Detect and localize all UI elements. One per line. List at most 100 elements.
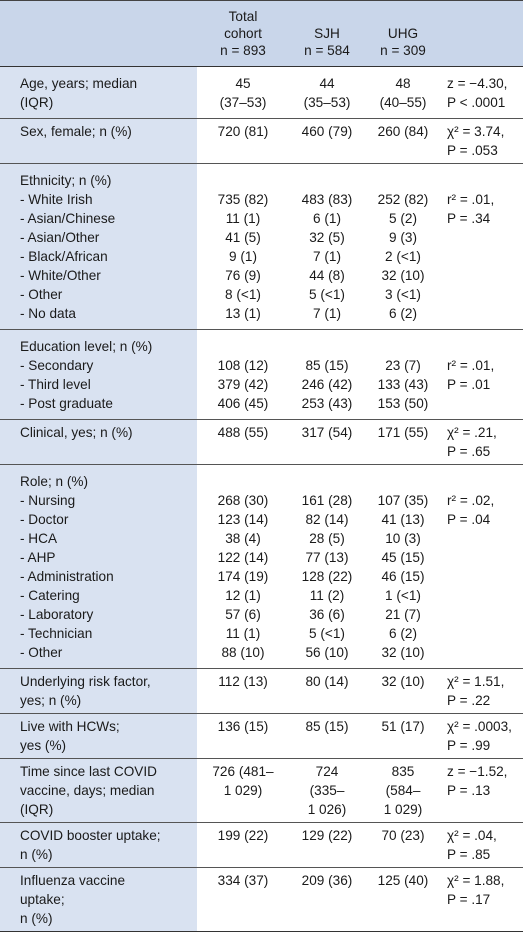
total-cohort-value-line: 11 (1) (225, 626, 261, 641)
total-cohort-value: 488 (55) (197, 420, 289, 465)
statistic-value-line: P = .04 (447, 512, 491, 527)
uhg-value-line: 23 (7) (385, 358, 421, 373)
uhg-value-line (367, 171, 439, 190)
row-label: Role; n (%) - Nursing - Doctor - HCA - AHP - … (0, 464, 197, 669)
uhg-value-line: 45 (15) (381, 550, 425, 565)
row-label-line: - Secondary (20, 358, 94, 373)
sjh-value-line: 317 (54) (301, 425, 353, 440)
sjh-value: 85 (15) 246 (42) 253 (43) (289, 330, 365, 420)
header-label-column (0, 1, 197, 67)
statistic-value: z = −4.30, P < .0001 (441, 67, 523, 119)
row-label-line: Role; n (%) (20, 474, 88, 489)
sjh-value: 129 (22) (289, 823, 365, 868)
statistic-value: χ² = .04, P = .85 (441, 823, 523, 868)
statistic-value-line: χ² = .04, (447, 828, 497, 843)
uhg-value: 835 (584– 1 029) (365, 759, 441, 823)
total-cohort-value: 108 (12) 379 (42) 406 (45) (197, 330, 289, 420)
row-label-line: vaccine, days; median (20, 783, 155, 798)
total-cohort-value-line: 45 (235, 76, 251, 91)
sjh-value-line: 44 (8) (309, 268, 345, 283)
row-label-line: - Nursing (20, 493, 76, 508)
sjh-value: 724 (335– 1 026) (289, 759, 365, 823)
header-total-cohort: Total cohort n = 893 (220, 9, 266, 58)
row-label: Ethnicity; n (%) - White Irish - Asian/Chi… (0, 163, 197, 330)
statistic-value-line (447, 472, 521, 491)
total-cohort-value-line: 268 (30) (217, 493, 269, 508)
sjh-value-line: 7 (1) (313, 306, 341, 321)
total-cohort-value-line: 735 (82) (217, 192, 269, 207)
header-statistics (441, 1, 523, 67)
uhg-value-line: 6 (2) (389, 306, 417, 321)
uhg-value: 70 (23) (365, 823, 441, 868)
uhg-value-line: 153 (50) (377, 396, 429, 411)
statistic-value: χ² = 3.74, P = .053 (441, 119, 523, 164)
row-label: Age, years; median (IQR) (0, 66, 197, 119)
row-label: Live with HCWs; yes (%) (0, 713, 197, 759)
row-label-line: Sex, female; n (%) (20, 124, 132, 139)
row-label-line: n (%) (20, 847, 53, 862)
row-label: Clinical, yes; n (%) (0, 419, 197, 465)
total-cohort-value-line: 1 029) (223, 783, 263, 798)
row-label: Education level; n (%) - Secondary - Third… (0, 329, 197, 420)
row-label-line: - Technician (20, 626, 93, 641)
table-row: Time since last COVID vaccine, days; medi… (0, 758, 523, 823)
row-label: Time since last COVID vaccine, days; medi… (0, 758, 197, 823)
uhg-value-line: 1 029) (383, 802, 423, 817)
total-cohort-value-line: 9 (1) (229, 249, 257, 264)
total-cohort-value-line: 174 (19) (217, 569, 269, 584)
table-row: Influenza vaccine uptake; n (%) 334 (37) 209… (0, 867, 523, 932)
sjh-value: 44 (35–53) (289, 67, 365, 119)
total-cohort-value-line: 123 (14) (217, 512, 269, 527)
sjh-value: 85 (15) (289, 714, 365, 759)
sjh-value-line: 128 (22) (301, 569, 353, 584)
sjh-value-line: 1 026) (307, 802, 347, 817)
uhg-value-line: 2 (<1) (385, 249, 421, 264)
total-cohort-value-line: 12 (1) (225, 588, 261, 603)
sjh-value-line: 161 (28) (301, 493, 353, 508)
statistic-value: r² = .01, P = .34 (441, 164, 523, 330)
statistic-value-line: r² = .01, (447, 358, 495, 373)
total-cohort-value-line: 41 (5) (225, 230, 261, 245)
sjh-value-line (291, 171, 363, 190)
sjh-value-line: 36 (6) (309, 607, 345, 622)
row-label-line: Ethnicity; n (%) (20, 173, 112, 188)
table-row: Live with HCWs; yes (%) 136 (15) 85 (15) 51 … (0, 713, 523, 759)
row-label: Underlying risk factor, yes; n (%) (0, 668, 197, 714)
row-label-line: n (%) (20, 911, 53, 926)
row-label-line: - Other (20, 645, 63, 660)
total-cohort-value: 268 (30) 123 (14) 38 (4) 122 (14) 174 (19) 12… (197, 465, 289, 669)
statistic-value: r² = .02, P = .04 (441, 465, 523, 669)
row-label: Sex, female; n (%) (0, 118, 197, 164)
sjh-value: 80 (14) (289, 669, 365, 714)
sjh-value-line: 44 (319, 76, 335, 91)
sjh-value-line: 6 (1) (313, 211, 341, 226)
total-cohort-value-line: 379 (42) (217, 377, 269, 392)
total-cohort-value-line: 8 (<1) (225, 287, 261, 302)
table-row: Clinical, yes; n (%) 488 (55) 317 (54) 171 … (0, 419, 523, 465)
table-row: Education level; n (%) - Secondary - Third… (0, 329, 523, 420)
row-label-line: - Asian/Chinese (20, 211, 116, 226)
uhg-value-line: 51 (17) (381, 719, 425, 734)
sjh-value-line: 460 (79) (301, 124, 353, 139)
uhg-value-line: 133 (43) (377, 377, 429, 392)
total-cohort-value-line: 334 (37) (217, 873, 269, 888)
row-label-line: - White Irish (20, 192, 93, 207)
uhg-value: 260 (84) (365, 119, 441, 164)
table-header: Total cohort n = 893 SJH n = 584 UHG n =… (0, 0, 523, 67)
total-cohort-value: 112 (13) (197, 669, 289, 714)
statistic-value-line: χ² = .0003, (447, 719, 512, 734)
uhg-value-line: 3 (<1) (385, 287, 421, 302)
statistic-value-line: P = .01 (447, 377, 491, 392)
uhg-value: 51 (17) (365, 714, 441, 759)
sjh-value-line: 28 (5) (309, 531, 345, 546)
uhg-value-line: 1 (<1) (385, 588, 421, 603)
sjh-value-line: 483 (83) (301, 192, 353, 207)
total-cohort-value-line: 122 (14) (217, 550, 269, 565)
statistic-value-line: P = .34 (447, 211, 491, 226)
total-cohort-value-line: 720 (81) (217, 124, 269, 139)
row-label-line: Influenza vaccine (20, 873, 126, 888)
table-row: Role; n (%) - Nursing - Doctor - HCA - AHP - … (0, 464, 523, 669)
sjh-value: 483 (83) 6 (1) 32 (5) 7 (1) 44 (8) 5 (<1) 7 (1… (289, 164, 365, 330)
row-label-line: (IQR) (20, 802, 54, 817)
statistic-value: χ² = .0003, P = .99 (441, 714, 523, 759)
